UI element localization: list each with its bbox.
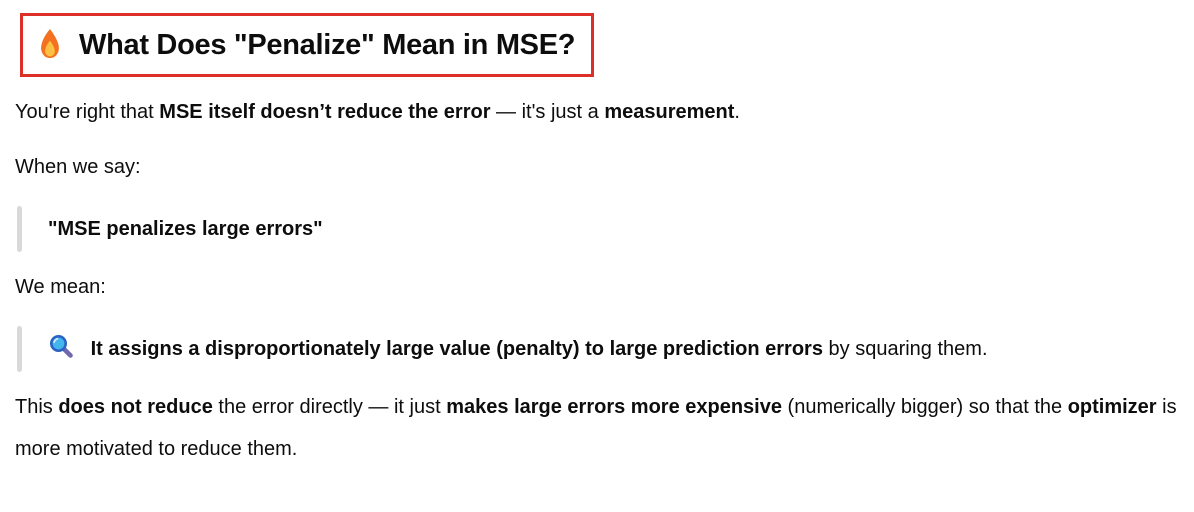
when-we-say-paragraph: When we say: (15, 156, 141, 178)
magnifier-icon (48, 333, 74, 359)
page-title: What Does "Penalize" Mean in MSE? (79, 29, 576, 61)
we-mean-paragraph: We mean: (15, 276, 106, 298)
intro-paragraph: You're right that MSE itself doesn’t red… (15, 101, 740, 123)
fire-icon (35, 27, 65, 63)
closing-paragraph: This does not reduce the error directly … (15, 396, 1177, 460)
quote-text: "MSE penalizes large errors" (48, 218, 323, 240)
quote-mse-penalizes: "MSE penalizes large errors" (15, 205, 1179, 253)
quote-penalty-explanation: It assigns a disproportionately large va… (15, 325, 1179, 373)
heading-highlight-box: What Does "Penalize" Mean in MSE? (20, 13, 595, 77)
chat-answer: What Does "Penalize" Mean in MSE? You're… (15, 13, 1179, 460)
quote-text: It assigns a disproportionately large va… (90, 338, 988, 360)
